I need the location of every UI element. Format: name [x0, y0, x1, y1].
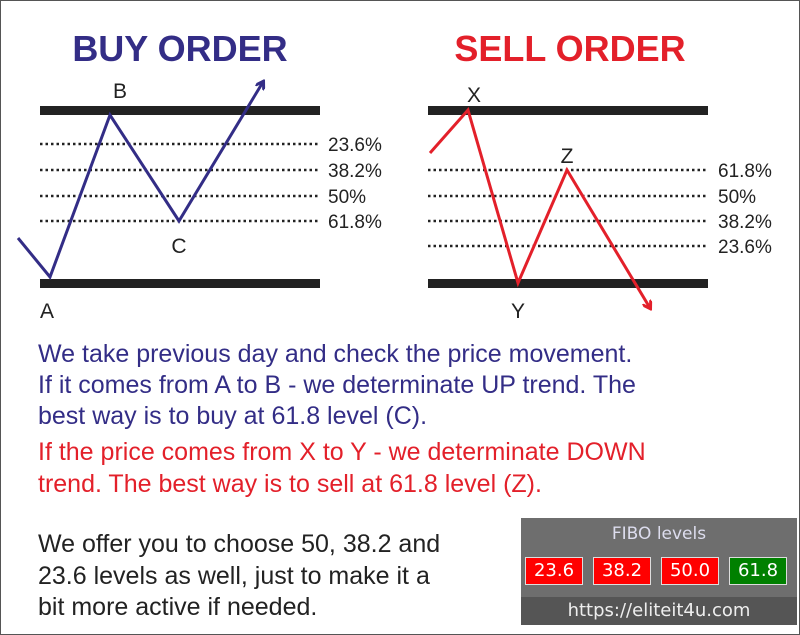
level-label: 50% — [718, 187, 756, 208]
explanation-line: best way is to buy at 61.8 level (C). — [38, 402, 428, 430]
level-label: 61.8% — [718, 161, 772, 182]
buy-title: BUY ORDER — [72, 28, 287, 69]
level-label: 61.8% — [328, 212, 382, 233]
point-c: C — [171, 235, 186, 258]
level-button-23-6[interactable]: 23.6 — [525, 557, 583, 585]
point-b: B — [113, 80, 127, 103]
offer-line: We offer you to choose 50, 38.2 and — [38, 530, 441, 558]
point-y: Y — [511, 300, 525, 323]
panel-title: FIBO levels — [611, 524, 707, 544]
buy-low-bar — [40, 279, 320, 288]
point-z: Z — [561, 145, 574, 168]
level-button-38-2[interactable]: 38.2 — [593, 557, 651, 585]
explanation-line: trend. The best way is to sell at 61.8 l… — [38, 470, 542, 498]
level-label: 38.2% — [328, 161, 382, 182]
sell-high-bar — [428, 106, 708, 115]
sell-title: SELL ORDER — [454, 28, 685, 69]
point-a: A — [40, 300, 54, 323]
level-label: 23.6% — [328, 135, 382, 156]
sell-levels — [428, 106, 708, 288]
level-button-61-8[interactable]: 61.8 — [729, 557, 787, 585]
point-x: X — [467, 84, 481, 107]
explanation-line: We take previous day and check the price… — [38, 340, 633, 368]
buy-high-bar — [40, 106, 320, 115]
website-link[interactable]: https://eliteit4u.com — [521, 597, 797, 625]
level-label: 38.2% — [718, 212, 772, 233]
explanation-line: If it comes from A to B - we determinate… — [38, 371, 636, 399]
offer-line: 23.6 levels as well, just to make it a — [38, 562, 430, 590]
buy-price-path — [16, 82, 263, 280]
explanation-line: If the price comes from X to Y - we dete… — [38, 438, 646, 466]
buy-levels — [40, 106, 320, 288]
level-label: 23.6% — [718, 237, 772, 258]
level-label: 50% — [328, 187, 366, 208]
sell-price-path — [428, 106, 650, 308]
fibo-levels-panel: FIBO levels 23.6 38.2 50.0 61.8 https://… — [521, 518, 797, 625]
level-button-50-0[interactable]: 50.0 — [661, 557, 719, 585]
offer-line: bit more active if needed. — [38, 593, 318, 621]
sell-low-bar — [428, 279, 708, 288]
